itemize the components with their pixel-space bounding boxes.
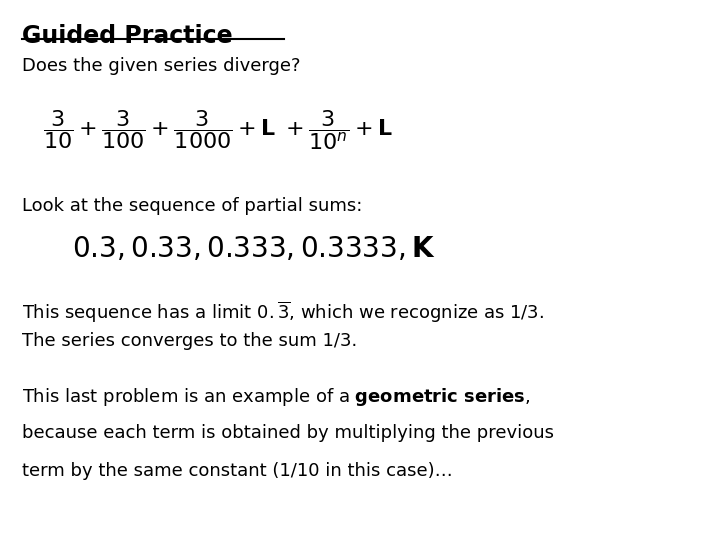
Text: Does the given series diverge?: Does the given series diverge?	[22, 57, 300, 75]
Text: Look at the sequence of partial sums:: Look at the sequence of partial sums:	[22, 197, 362, 215]
Text: $\dfrac{3}{10}+\dfrac{3}{100}+\dfrac{3}{1000}+\mathbf{L}$$\;+\dfrac{3}{10^{n}}+\: $\dfrac{3}{10}+\dfrac{3}{100}+\dfrac{3}{…	[43, 108, 393, 152]
Text: because each term is obtained by multiplying the previous: because each term is obtained by multipl…	[22, 424, 554, 442]
Text: Guided Practice: Guided Practice	[22, 24, 233, 48]
Text: This last problem is an example of a $\mathbf{geometric\ series}$,: This last problem is an example of a $\m…	[22, 386, 530, 408]
Text: term by the same constant (1/10 in this case)…: term by the same constant (1/10 in this …	[22, 462, 452, 480]
Text: $0.3, 0.33, 0.333, 0.3333, \mathbf{K}$: $0.3, 0.33, 0.333, 0.3333, \mathbf{K}$	[72, 235, 436, 263]
Text: The series converges to the sum 1/3.: The series converges to the sum 1/3.	[22, 332, 357, 350]
Text: This sequence has a limit $0.\overline{3}$, which we recognize as 1/3.: This sequence has a limit $0.\overline{3…	[22, 300, 544, 325]
